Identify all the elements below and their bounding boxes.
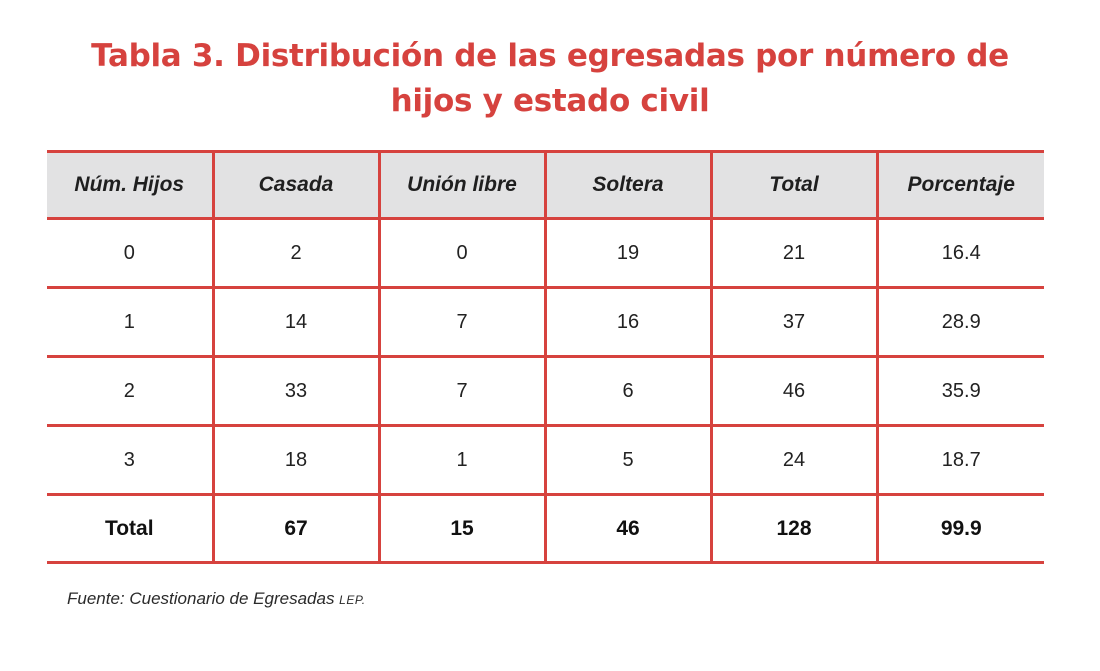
header-soltera: Soltera	[543, 150, 711, 220]
table-total-row: Total 67 15 46 128 99.9	[47, 493, 1044, 564]
table-cell: 6	[543, 355, 711, 427]
source-note: Fuente: Cuestionario de Egresadas LEP.	[67, 589, 366, 609]
table-cell: 16.4	[875, 217, 1044, 289]
source-abbreviation: LEP.	[339, 593, 366, 607]
total-total: 128	[709, 493, 877, 564]
table-header-row: Núm. Hijos Casada Unión libre Soltera To…	[47, 150, 1044, 220]
table-cell: 3	[47, 424, 213, 496]
total-union-libre: 15	[377, 493, 545, 564]
table-cell: 1	[47, 286, 213, 358]
table-row: 2 33 7 6 46 35.9	[47, 355, 1044, 427]
table-cell: 14	[211, 286, 379, 358]
table-cell: 0	[377, 217, 545, 289]
table-cell: 7	[377, 286, 545, 358]
table-cell: 1	[377, 424, 545, 496]
table-row: 3 18 1 5 24 18.7	[47, 424, 1044, 496]
table-cell: 19	[543, 217, 711, 289]
total-soltera: 46	[543, 493, 711, 564]
source-text: Fuente: Cuestionario de Egresadas	[67, 589, 340, 608]
table-cell: 33	[211, 355, 379, 427]
header-porcentaje: Porcentaje	[875, 150, 1044, 220]
table-cell: 2	[211, 217, 379, 289]
table-cell: 21	[709, 217, 877, 289]
table-title-line-2: hijos y estado civil	[390, 83, 710, 119]
table-cell: 18.7	[875, 424, 1044, 496]
data-table: Núm. Hijos Casada Unión libre Soltera To…	[47, 150, 1044, 564]
table-cell: 35.9	[875, 355, 1044, 427]
header-total: Total	[709, 150, 877, 220]
table-cell: 46	[709, 355, 877, 427]
table-cell: 2	[47, 355, 213, 427]
table-cell: 37	[709, 286, 877, 358]
table-cell: 18	[211, 424, 379, 496]
total-casada: 67	[211, 493, 379, 564]
header-union-libre: Unión libre	[377, 150, 545, 220]
table-title-line-1: Tabla 3. Distribución de las egresadas p…	[91, 38, 1009, 74]
total-label: Total	[47, 493, 213, 564]
table-cell: 0	[47, 217, 213, 289]
table-title: Tabla 3. Distribución de las egresadas p…	[0, 34, 1100, 124]
header-num-hijos: Núm. Hijos	[47, 150, 213, 220]
table-cell: 7	[377, 355, 545, 427]
table-cell: 16	[543, 286, 711, 358]
table-row: 1 14 7 16 37 28.9	[47, 286, 1044, 358]
table-cell: 28.9	[875, 286, 1044, 358]
header-casada: Casada	[211, 150, 379, 220]
total-porcentaje: 99.9	[875, 493, 1044, 564]
table-cell: 24	[709, 424, 877, 496]
table-cell: 5	[543, 424, 711, 496]
table-row: 0 2 0 19 21 16.4	[47, 217, 1044, 289]
